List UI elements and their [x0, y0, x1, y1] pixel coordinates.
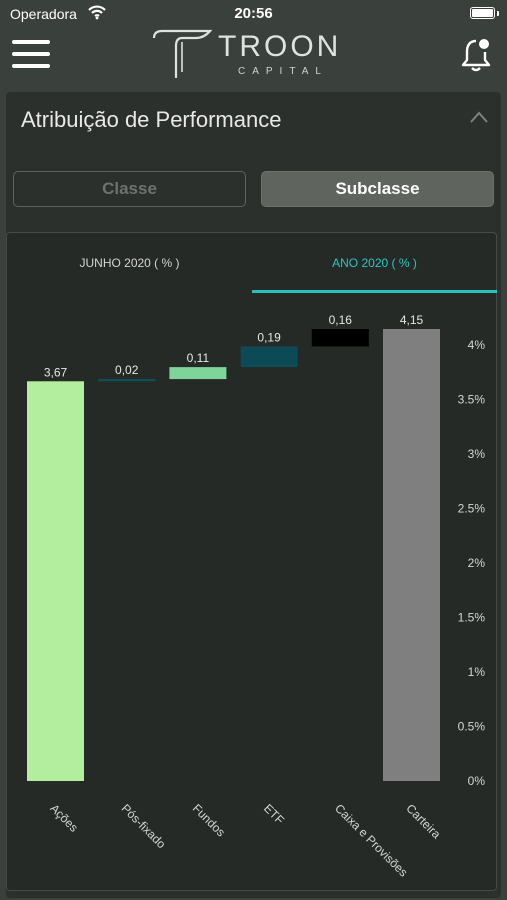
- chart-bar[interactable]: [240, 346, 298, 368]
- y-tick-label: 0.5%: [458, 720, 486, 734]
- chart-bar[interactable]: [383, 329, 440, 781]
- panel-title: Atribuição de Performance: [21, 107, 282, 132]
- tab-ano-2020[interactable]: ANO 2020 ( % ): [332, 256, 417, 270]
- chart-bar[interactable]: [311, 329, 369, 347]
- troon-logo: TROON CAPITAL: [152, 28, 356, 82]
- bar-data-label: 0,11: [187, 351, 210, 365]
- tab-junho-2020[interactable]: JUNHO 2020 ( % ): [79, 256, 180, 270]
- wifi-icon: [88, 5, 106, 20]
- carrier-label: Operadora: [10, 6, 77, 22]
- y-tick-label: 2%: [468, 556, 486, 570]
- bar-data-label: 0,16: [329, 313, 353, 327]
- waterfall-chart: 3,67 Ações 0,02 Pós-fixado 0,11 Fundos 0,19 ETF…: [27, 313, 486, 880]
- y-tick-label: 0%: [468, 774, 486, 788]
- active-tab-indicator: [252, 290, 497, 293]
- bar-data-label: 4,15: [400, 313, 424, 327]
- y-tick-label: 3.5%: [458, 393, 486, 407]
- category-label: Caixa e Provisões: [332, 801, 410, 879]
- segment-subclasse[interactable]: Subclasse: [261, 171, 494, 207]
- category-label: Fundos: [190, 801, 228, 839]
- logo-subtitle: CAPITAL: [238, 66, 328, 77]
- chevron-up-icon[interactable]: [469, 110, 489, 124]
- troon-logo-mark: [152, 29, 213, 78]
- performance-panel: Atribuição de Performance Classe Subclas…: [6, 92, 501, 898]
- bar-data-label: 3,67: [44, 365, 68, 379]
- segment-classe[interactable]: Classe: [13, 171, 246, 207]
- category-label: ETF: [261, 801, 287, 827]
- y-tick-label: 1.5%: [458, 611, 486, 625]
- y-tick-label: 1%: [468, 665, 486, 679]
- y-tick-label: 2.5%: [458, 502, 486, 516]
- y-tick-label: 4%: [468, 338, 486, 352]
- logo-name: TROON: [218, 30, 342, 63]
- hamburger-menu-icon[interactable]: [12, 40, 50, 68]
- status-time: 20:56: [234, 5, 273, 22]
- category-label: Carteira: [403, 801, 443, 841]
- y-tick-label: 3%: [468, 447, 486, 461]
- battery-tip: [497, 11, 499, 16]
- chart-bar[interactable]: [27, 381, 84, 781]
- category-label: Pós-fixado: [119, 801, 169, 851]
- category-label: Ações: [47, 801, 80, 834]
- battery-icon: [470, 7, 495, 19]
- app-header: TROON CAPITAL: [0, 28, 507, 90]
- status-bar: Operadora 20:56: [0, 0, 507, 28]
- notification-bell-icon[interactable]: [460, 36, 492, 72]
- chart-bar[interactable]: [169, 367, 227, 380]
- bar-data-label: 0,02: [115, 363, 139, 377]
- bar-data-label: 0,19: [257, 330, 281, 344]
- chart-bar[interactable]: [98, 379, 156, 382]
- chart-container: JUNHO 2020 ( % ) ANO 2020 ( % ) 3,67 Açõe…: [6, 232, 497, 891]
